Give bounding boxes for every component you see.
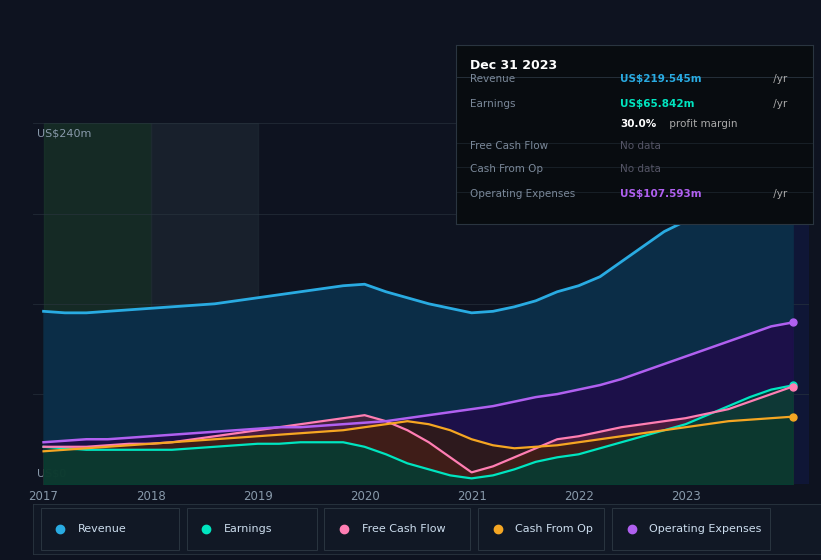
Bar xyxy=(186,508,317,550)
Text: No data: No data xyxy=(620,164,661,174)
Text: profit margin: profit margin xyxy=(667,119,738,129)
Text: US$0: US$0 xyxy=(37,469,66,479)
Text: Earnings: Earnings xyxy=(223,524,272,534)
Text: Cash From Op: Cash From Op xyxy=(470,164,543,174)
Text: US$65.842m: US$65.842m xyxy=(620,99,695,109)
Text: Earnings: Earnings xyxy=(470,99,516,109)
Bar xyxy=(750,123,809,484)
Text: Cash From Op: Cash From Op xyxy=(516,524,593,534)
Bar xyxy=(44,123,150,484)
Text: Revenue: Revenue xyxy=(78,524,126,534)
Text: US$219.545m: US$219.545m xyxy=(620,74,702,84)
Bar xyxy=(478,508,604,550)
Text: Free Cash Flow: Free Cash Flow xyxy=(470,141,548,151)
Text: /yr: /yr xyxy=(770,99,787,109)
Text: 30.0%: 30.0% xyxy=(620,119,656,129)
Text: Dec 31 2023: Dec 31 2023 xyxy=(470,59,557,72)
Bar xyxy=(612,508,770,550)
Text: US$240m: US$240m xyxy=(37,129,91,139)
Bar xyxy=(324,508,470,550)
Text: Revenue: Revenue xyxy=(470,74,515,84)
Text: Operating Expenses: Operating Expenses xyxy=(649,524,762,534)
Bar xyxy=(41,508,179,550)
Text: Operating Expenses: Operating Expenses xyxy=(470,189,576,199)
Text: /yr: /yr xyxy=(770,74,787,84)
Bar xyxy=(150,123,258,484)
Text: No data: No data xyxy=(620,141,661,151)
Text: /yr: /yr xyxy=(770,189,787,199)
Text: Free Cash Flow: Free Cash Flow xyxy=(361,524,445,534)
Text: US$107.593m: US$107.593m xyxy=(620,189,702,199)
